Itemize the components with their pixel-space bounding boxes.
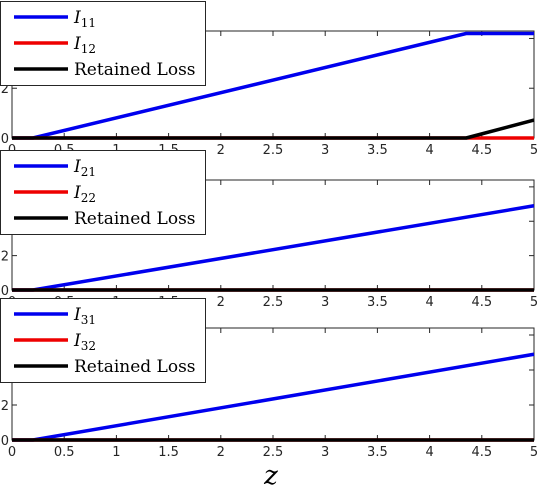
series-line-retained-loss xyxy=(12,118,535,140)
x-axis-label: z xyxy=(263,461,278,488)
x-tick-label: 3.5 xyxy=(367,143,388,158)
x-tick-label: 4 xyxy=(425,445,433,460)
legend-subscript: 11 xyxy=(81,16,96,30)
x-tick-label: 2 xyxy=(217,143,225,158)
x-tick-label: 5 xyxy=(530,143,538,158)
x-tick-label: 5 xyxy=(530,295,538,310)
x-tick-label: 4 xyxy=(425,143,433,158)
y-tick-label: 2 xyxy=(1,82,9,97)
legend-subscript: 22 xyxy=(81,191,96,205)
x-tick-label: 2.5 xyxy=(263,295,284,310)
legend-symbol: I xyxy=(73,8,81,28)
x-tick-label: 3 xyxy=(321,295,329,310)
legend-label: Retained Loss xyxy=(74,60,196,80)
legend-label: I22 xyxy=(73,183,96,205)
chart-panel-2: 00.511.522.533.544.550246I21I22Retained … xyxy=(0,150,538,310)
legend-symbol: I xyxy=(73,157,81,177)
x-tick-label: 1.5 xyxy=(158,445,179,460)
legend-label: I12 xyxy=(73,34,96,56)
x-tick-label: 3 xyxy=(321,445,329,460)
y-tick-label: 2 xyxy=(1,250,9,265)
y-tick-label: 0 xyxy=(1,434,9,449)
x-tick-label: 2.5 xyxy=(263,143,284,158)
x-tick-label: 4 xyxy=(425,295,433,310)
y-tick-label: 2 xyxy=(1,399,9,414)
legend-subscript: 31 xyxy=(81,313,96,327)
x-tick-label: 2 xyxy=(217,295,225,310)
legend-symbol: I xyxy=(73,331,81,351)
legend-label: Retained Loss xyxy=(74,357,196,377)
x-tick-label: 2 xyxy=(217,445,225,460)
legend-subscript: 12 xyxy=(81,42,96,56)
legend-label: I11 xyxy=(73,8,96,30)
x-tick-label: 4.5 xyxy=(471,143,492,158)
legend-label: I21 xyxy=(73,157,96,179)
legend-subscript: 32 xyxy=(81,339,96,353)
chart-panel-1: 00.511.522.533.544.55024I11I12Retained L… xyxy=(0,1,538,158)
legend-symbol: I xyxy=(73,183,81,203)
x-tick-label: 0 xyxy=(8,445,16,460)
legend-label: I31 xyxy=(73,305,96,327)
legend-label: Retained Loss xyxy=(74,209,196,229)
x-tick-label: 1 xyxy=(112,445,120,460)
chart-panel-3: 00.511.522.533.544.550246I31I32Retained … xyxy=(0,298,538,460)
x-tick-label: 5 xyxy=(530,445,538,460)
y-tick-label: 0 xyxy=(1,132,9,147)
legend-label: I32 xyxy=(73,331,96,353)
x-tick-label: 0.5 xyxy=(54,445,75,460)
x-tick-label: 3 xyxy=(321,143,329,158)
y-tick-label: 0 xyxy=(1,284,9,299)
x-tick-label: 2.5 xyxy=(263,445,284,460)
x-tick-label: 4.5 xyxy=(471,445,492,460)
x-tick-label: 3.5 xyxy=(367,445,388,460)
legend-subscript: 21 xyxy=(81,165,96,179)
x-tick-label: 3.5 xyxy=(367,295,388,310)
x-tick-label: 4.5 xyxy=(471,295,492,310)
legend-symbol: I xyxy=(73,34,81,54)
legend-symbol: I xyxy=(73,305,81,325)
